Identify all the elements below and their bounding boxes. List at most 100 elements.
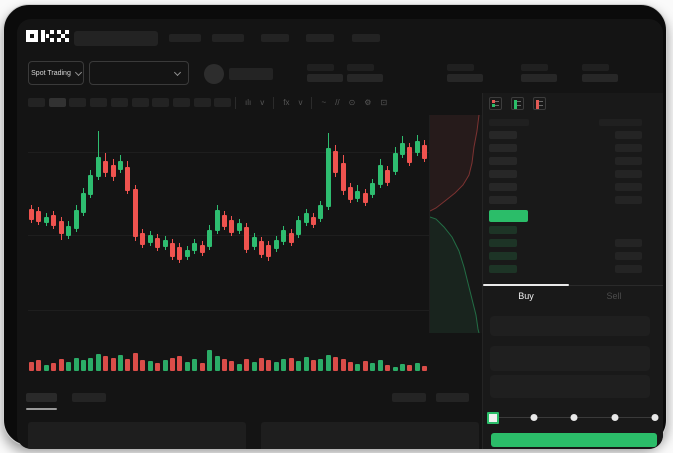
volume-bar <box>400 364 405 371</box>
timeframe-chip[interactable] <box>110 98 128 107</box>
timeframe-chip[interactable] <box>69 98 87 107</box>
slider-stop[interactable] <box>611 414 618 421</box>
candle <box>88 175 94 195</box>
bid-price-placeholder[interactable] <box>489 252 517 260</box>
candle <box>73 210 79 229</box>
coin-icon <box>204 64 224 84</box>
ask-price-placeholder[interactable] <box>489 131 517 139</box>
chevron-down-icon[interactable]: v <box>260 98 265 107</box>
ask-price-placeholder[interactable] <box>489 157 517 165</box>
ticker-stat <box>307 64 347 86</box>
volume-bar <box>259 358 265 371</box>
ask-amount-placeholder[interactable] <box>615 144 642 152</box>
candle <box>400 143 405 155</box>
timeframe-chip[interactable] <box>90 98 108 107</box>
volume-bar <box>177 356 183 371</box>
volume-bar <box>214 356 220 371</box>
bottom-tab-orders[interactable] <box>26 393 57 402</box>
slider-stop[interactable] <box>530 414 537 421</box>
chevron-down-icon <box>173 68 182 76</box>
candle <box>80 193 86 213</box>
ask-price-placeholder[interactable] <box>489 183 517 191</box>
order-input-field[interactable] <box>490 375 650 398</box>
timeframe-chip[interactable] <box>214 98 232 107</box>
volume-bar <box>229 361 235 371</box>
buy-submit-button[interactable] <box>491 433 657 447</box>
tab-sell[interactable]: Sell <box>606 291 622 301</box>
panel-divider <box>483 285 663 286</box>
slider-stop[interactable] <box>487 412 499 424</box>
candle <box>355 191 361 199</box>
nav-item-placeholder[interactable] <box>352 34 380 42</box>
bottom-action-button-1[interactable] <box>392 393 426 402</box>
bid-price-placeholder[interactable] <box>489 265 517 273</box>
candle <box>385 170 391 183</box>
search-input[interactable] <box>74 31 158 46</box>
candlestick-chart[interactable] <box>28 115 429 373</box>
candle <box>140 233 146 245</box>
ask-amount-placeholder[interactable] <box>615 183 642 191</box>
order-input-field[interactable] <box>490 316 650 336</box>
depth-bid-area <box>430 217 479 333</box>
nav-item-placeholder[interactable] <box>212 34 244 42</box>
bottom-action-button-2[interactable] <box>436 393 469 402</box>
market-type-dropdown[interactable]: Spot Trading <box>28 61 84 85</box>
ask-amount-placeholder[interactable] <box>615 157 642 165</box>
bid-amount-placeholder[interactable] <box>615 239 642 247</box>
candle <box>377 165 383 185</box>
bid-price-placeholder[interactable] <box>489 226 517 234</box>
candle-style-icon[interactable]: ılı <box>245 98 252 107</box>
nav-item-placeholder[interactable] <box>261 34 289 42</box>
slider-stop[interactable] <box>651 414 659 421</box>
volume-bar <box>36 360 42 371</box>
nav-item-placeholder[interactable] <box>169 34 201 42</box>
timeframe-chip[interactable] <box>28 98 45 107</box>
pair-selector-dropdown[interactable] <box>89 61 189 85</box>
orderbook-view-bids-icon[interactable] <box>511 97 524 110</box>
settings-icon[interactable]: ⚙ <box>364 98 372 107</box>
ask-price-placeholder[interactable] <box>489 196 517 204</box>
tab-buy[interactable]: Buy <box>518 291 534 301</box>
timeframe-chip[interactable] <box>131 98 149 107</box>
volume-bar <box>140 360 146 371</box>
line-tool-icon[interactable]: ~ <box>321 98 327 107</box>
candle <box>192 243 198 251</box>
timeframe-chip[interactable] <box>172 98 190 107</box>
volume-bar <box>207 350 213 371</box>
volume-bar <box>273 362 279 371</box>
nav-item-placeholder[interactable] <box>306 34 334 42</box>
timeframe-chip[interactable] <box>48 98 66 107</box>
candle <box>296 220 302 235</box>
camera-icon[interactable]: ⊙ <box>348 98 356 107</box>
ask-price-placeholder[interactable] <box>489 144 517 152</box>
chart-gridline <box>28 152 429 153</box>
order-input-field[interactable] <box>490 346 650 371</box>
expand-icon[interactable]: ⊡ <box>380 98 388 107</box>
orderbook-view-combined-icon[interactable] <box>489 97 502 110</box>
ask-amount-placeholder[interactable] <box>615 131 642 139</box>
orderbook-view-asks-icon[interactable] <box>533 97 546 110</box>
ask-amount-placeholder[interactable] <box>615 196 642 204</box>
last-price-badge <box>489 210 528 222</box>
candle <box>36 211 42 222</box>
depth-ask-line <box>429 114 480 212</box>
stat-value-placeholder <box>307 74 343 82</box>
ask-price-placeholder[interactable] <box>489 170 517 178</box>
ask-amount-placeholder[interactable] <box>615 170 642 178</box>
volume-bar <box>147 361 153 371</box>
volume-bar <box>184 362 190 371</box>
amount-slider[interactable] <box>487 412 659 424</box>
timeframe-chip[interactable] <box>152 98 170 107</box>
chevron-down-icon[interactable]: v <box>298 98 303 107</box>
bid-price-placeholder[interactable] <box>489 239 517 247</box>
bid-amount-placeholder[interactable] <box>615 252 642 260</box>
bottom-tab-history[interactable] <box>72 393 106 402</box>
candle <box>184 250 190 257</box>
slider-stop[interactable] <box>570 414 578 421</box>
volume-bar <box>407 365 413 371</box>
stat-label-placeholder <box>347 64 374 71</box>
drawing-tool-icon[interactable]: // <box>335 98 340 107</box>
bid-amount-placeholder[interactable] <box>615 265 642 273</box>
timeframe-chip[interactable] <box>193 98 211 107</box>
indicators-icon[interactable]: fx <box>283 98 290 107</box>
